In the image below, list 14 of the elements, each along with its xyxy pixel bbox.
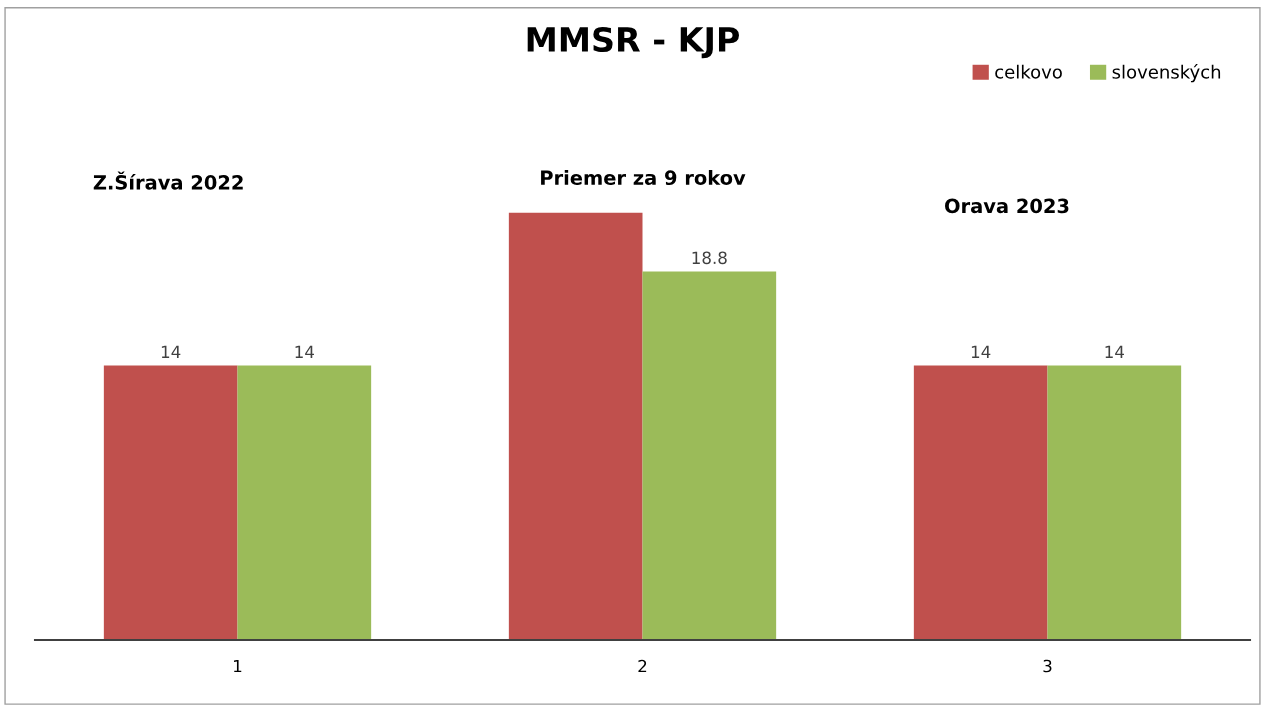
text: Z.Šírava 2022 xyxy=(93,171,243,190)
legend-label: celkovo xyxy=(995,64,1062,79)
data-label: 14 xyxy=(971,345,991,358)
data-label: 14 xyxy=(1105,345,1124,358)
x-tick-label: 3 xyxy=(1043,659,1052,673)
data-label: 14 xyxy=(161,345,181,358)
annotation: Orava 2023 xyxy=(945,198,1069,214)
data-label: 14 xyxy=(295,345,314,358)
legend-label: slovenských xyxy=(1112,64,1221,83)
x-tick-label: 2 xyxy=(638,659,647,673)
x-tick-label: 1 xyxy=(234,659,242,673)
chart-title: MMSR - KJP xyxy=(527,26,739,59)
data-label: 18.8 xyxy=(692,251,727,265)
text: Priemer za 9 rokov xyxy=(541,169,746,186)
